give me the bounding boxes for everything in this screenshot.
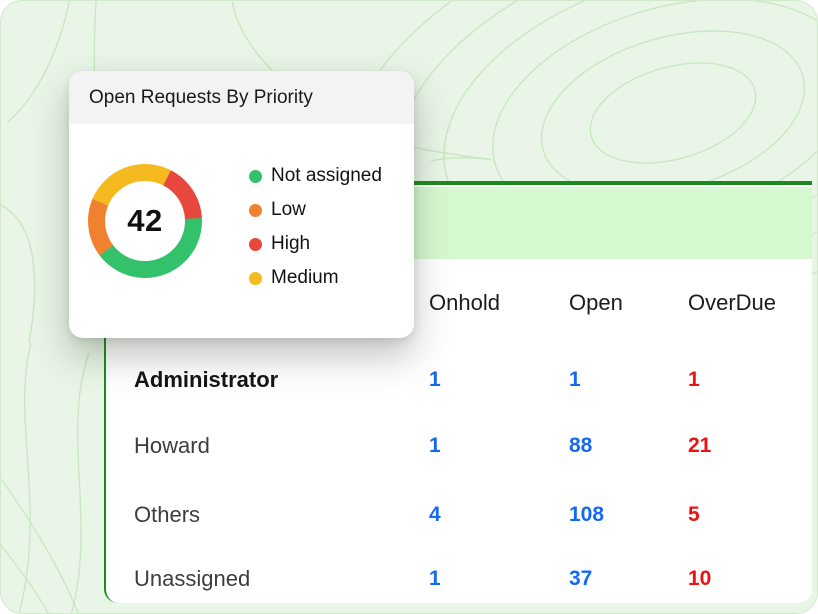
- legend-swatch-icon: [249, 203, 262, 217]
- open-value: 88: [569, 434, 593, 457]
- donut-chart[interactable]: 42: [88, 164, 202, 278]
- column-header-overdue[interactable]: OverDue: [688, 290, 777, 315]
- table-row[interactable]: Others 4 108 5: [106, 479, 812, 551]
- legend-item-not-assigned[interactable]: Not assigned: [249, 159, 382, 193]
- row-label: Howard: [134, 433, 210, 458]
- onhold-value: 1: [429, 567, 441, 590]
- legend-swatch-icon: [249, 237, 262, 251]
- onhold-value: 1: [429, 368, 441, 391]
- open-value: 108: [569, 503, 605, 526]
- legend-label: Medium: [271, 267, 339, 288]
- overdue-value: 10: [688, 567, 712, 590]
- table-row[interactable]: Unassigned 1 37 10: [106, 551, 812, 603]
- column-header-open[interactable]: Open: [569, 290, 623, 315]
- onhold-value: 4: [429, 503, 441, 526]
- donut-hole: 42: [105, 181, 185, 261]
- overdue-value: 21: [688, 434, 712, 457]
- onhold-value: 1: [429, 434, 441, 457]
- card-title: Open Requests By Priority: [89, 86, 313, 108]
- overdue-value: 5: [688, 503, 700, 526]
- open-value: 1: [569, 368, 581, 391]
- table-row[interactable]: Administrator 1 1 1: [106, 347, 812, 413]
- row-label: Administrator: [134, 367, 279, 392]
- legend-item-medium[interactable]: Medium: [249, 261, 382, 295]
- row-label: Unassigned: [134, 566, 251, 591]
- legend-swatch-icon: [249, 169, 262, 183]
- table-row[interactable]: Howard 1 88 21: [106, 413, 812, 479]
- table-header-row: Onhold Open OverDue: [106, 259, 812, 347]
- legend-label: High: [271, 233, 311, 254]
- legend-item-low[interactable]: Low: [249, 193, 382, 227]
- legend-item-high[interactable]: High: [249, 227, 382, 261]
- column-header-onhold[interactable]: Onhold: [429, 290, 500, 315]
- open-requests-by-priority-card: Open Requests By Priority 42 Not assigne…: [69, 71, 414, 338]
- legend-label: Not assigned: [271, 165, 382, 186]
- row-label: Others: [134, 502, 201, 527]
- open-value: 37: [569, 567, 593, 590]
- legend-label: Low: [271, 199, 306, 220]
- overdue-value: 1: [688, 368, 700, 391]
- card-header: Open Requests By Priority: [69, 71, 414, 124]
- chart-legend: Not assigned Low High Medium: [249, 159, 382, 295]
- legend-swatch-icon: [249, 271, 262, 285]
- donut-total-value: 42: [127, 203, 163, 238]
